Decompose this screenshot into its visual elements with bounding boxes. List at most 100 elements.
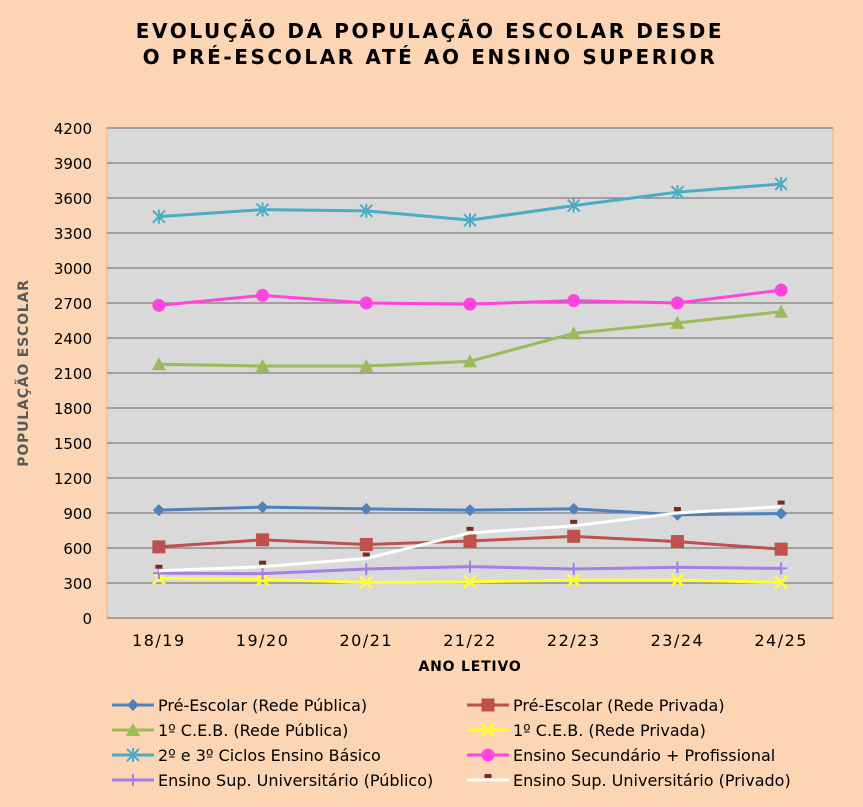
data-point <box>362 552 370 557</box>
data-point <box>152 504 165 517</box>
legend-label: 1º C.E.B. (Rede Privada) <box>513 721 706 740</box>
x-axis: 18/19 19/20 20/21 21/22 22/23 23/24 24/25 <box>132 631 808 650</box>
data-point <box>775 507 788 520</box>
data-point <box>152 540 166 554</box>
series <box>151 177 789 590</box>
series-line <box>158 505 782 573</box>
data-point <box>466 526 474 531</box>
legend-swatch-marker <box>481 748 495 762</box>
y-axis-label: POPULAÇÃO ESCOLAR <box>15 279 32 466</box>
x-tick-label: 20/21 <box>339 631 393 650</box>
data-point <box>670 185 685 200</box>
data-point <box>670 296 684 310</box>
data-point <box>359 359 374 372</box>
data-point <box>255 202 270 217</box>
legend-item: Ensino Sup. Universitário (Público) <box>112 771 433 790</box>
y-tick-label: 0 <box>82 610 92 628</box>
data-point <box>567 502 580 515</box>
data-point <box>463 213 477 228</box>
legend-item: Pré-Escolar (Rede Pública) <box>112 696 367 715</box>
data-point <box>570 519 578 524</box>
data-point <box>151 357 166 371</box>
data-point <box>256 567 269 580</box>
chart-title-line-2: O PRÉ-ESCOLAR ATÉ AO ENSINO SUPERIOR <box>143 45 718 69</box>
y-tick-label: 600 <box>63 540 92 558</box>
legend-item: 1º C.E.B. (Rede Pública) <box>112 721 348 740</box>
data-point <box>360 563 373 575</box>
y-tick-label: 3900 <box>54 155 92 173</box>
data-point <box>464 504 476 517</box>
data-point <box>774 542 788 556</box>
x-tick-label: 23/24 <box>651 631 705 650</box>
y-tick-label: 3000 <box>54 260 92 278</box>
legend-label: 1º C.E.B. (Rede Pública) <box>158 721 348 740</box>
data-point <box>359 538 373 551</box>
x-tick-label: 21/22 <box>443 631 497 650</box>
legend-item: 1º C.E.B. (Rede Privada) <box>467 721 706 740</box>
series-4 <box>152 177 788 228</box>
data-point <box>359 203 373 218</box>
legend-swatch-marker <box>484 774 492 778</box>
y-tick-label: 2400 <box>54 330 92 348</box>
legend-swatch-marker <box>481 698 495 712</box>
y-tick-label: 4200 <box>54 120 92 138</box>
y-tick-label: 1800 <box>54 400 92 418</box>
data-point <box>567 529 581 543</box>
data-point <box>152 298 166 312</box>
data-point <box>359 296 373 310</box>
legend: Pré-Escolar (Rede Pública) Pré-Escolar (R… <box>112 696 791 790</box>
legend-label: Ensino Secundário + Profissional <box>513 746 775 765</box>
data-point <box>566 573 581 587</box>
data-point <box>359 575 374 590</box>
data-point <box>567 198 581 213</box>
y-tick-label: 1500 <box>54 435 92 453</box>
data-point <box>256 501 269 514</box>
legend-label: Ensino Sup. Universitário (Público) <box>158 771 433 790</box>
data-point <box>777 500 785 505</box>
data-point <box>256 533 270 547</box>
data-point <box>463 297 477 311</box>
data-point <box>774 575 789 590</box>
y-tick-label: 2100 <box>54 365 92 383</box>
y-axis: 0 300 600 900 1200 1500 1800 2100 2400 2700 3000 33… <box>54 120 92 628</box>
series-1 <box>152 529 788 556</box>
series-2 <box>151 304 789 372</box>
series-5 <box>152 283 788 312</box>
data-point <box>670 535 684 549</box>
data-point <box>567 563 580 575</box>
legend-swatch-marker <box>481 723 495 737</box>
data-point <box>671 561 684 574</box>
data-point <box>152 567 165 580</box>
series-7 <box>155 500 785 573</box>
y-tick-label: 3600 <box>54 190 92 208</box>
data-point <box>152 209 166 224</box>
y-tick-label: 3300 <box>54 225 92 243</box>
x-axis-label: ANO LETIVO <box>418 659 521 675</box>
legend-item: Ensino Sup. Universitário (Privado) <box>467 771 791 790</box>
data-point <box>256 288 270 302</box>
data-point <box>774 283 788 297</box>
data-point <box>463 534 477 548</box>
legend-swatch-marker <box>127 774 139 786</box>
x-tick-label: 24/25 <box>754 631 808 650</box>
legend-label: 2º e 3º Ciclos Ensino Básico <box>158 746 381 765</box>
legend-label: Pré-Escolar (Rede Privada) <box>513 696 725 715</box>
series-0 <box>152 501 788 521</box>
y-tick-label: 900 <box>63 505 92 523</box>
series-6 <box>152 560 788 580</box>
data-point <box>463 574 477 589</box>
y-tick-label: 1200 <box>54 470 92 488</box>
legend-item: 2º e 3º Ciclos Ensino Básico <box>112 746 381 765</box>
legend-swatch-marker <box>126 748 140 762</box>
data-point <box>566 326 581 340</box>
data-point <box>673 507 681 511</box>
y-tick-label: 300 <box>63 575 92 593</box>
data-point <box>775 562 788 575</box>
data-point <box>670 573 685 587</box>
data-point <box>464 560 476 573</box>
data-point <box>360 502 373 515</box>
legend-swatch-marker <box>126 723 140 736</box>
data-point <box>774 304 789 318</box>
